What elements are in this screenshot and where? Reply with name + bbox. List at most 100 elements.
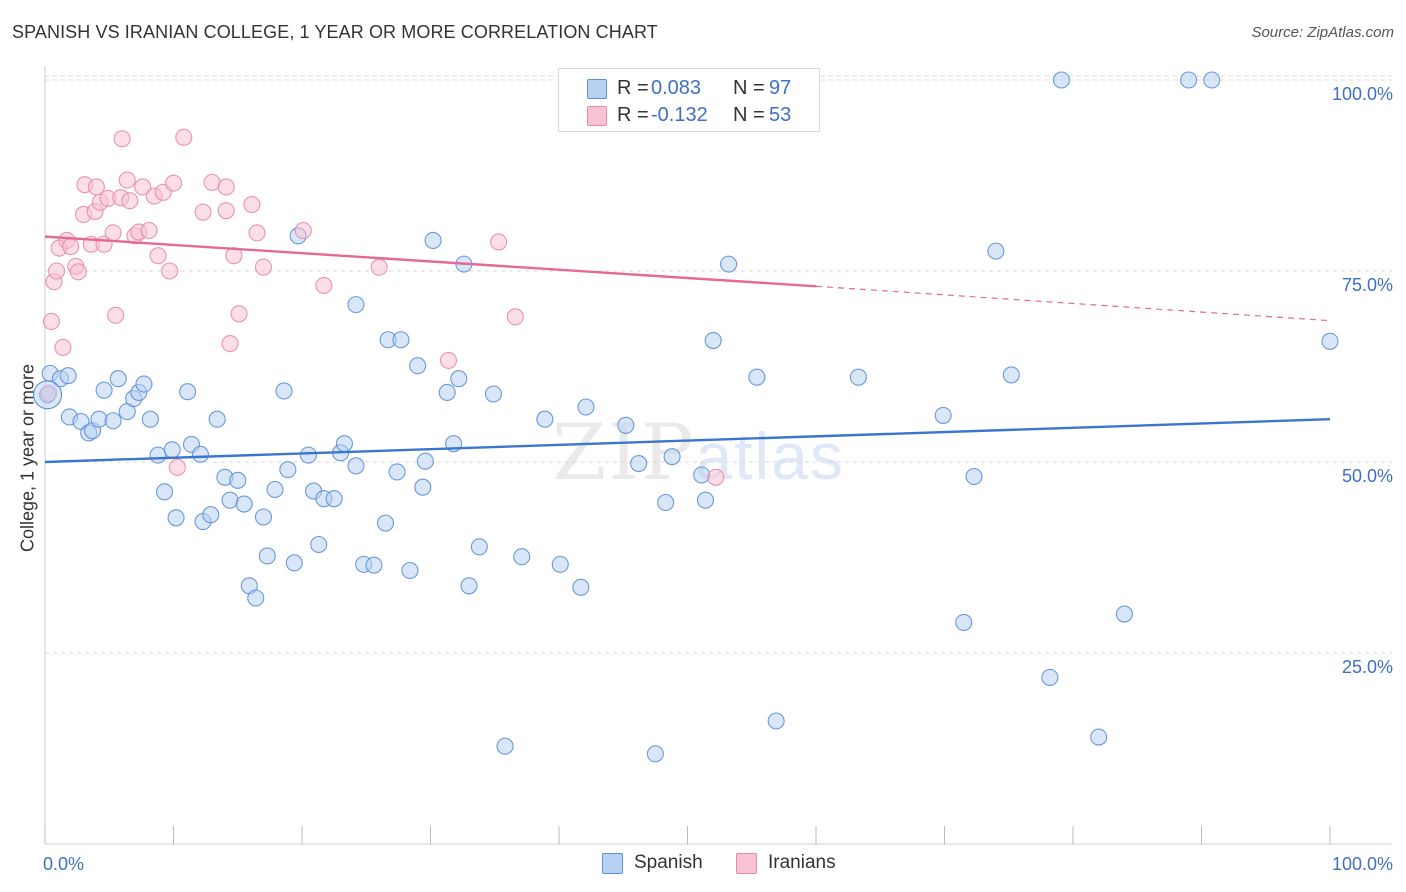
n-label: N =	[733, 77, 765, 99]
iranian-point	[168, 458, 186, 476]
iranian-point	[243, 195, 261, 214]
spanish-point	[1090, 728, 1108, 746]
iranian-point	[54, 338, 72, 356]
y-tick-label: 50.0%	[1342, 466, 1393, 486]
spanish-point	[365, 556, 383, 574]
spanish-point	[202, 506, 220, 524]
spanish-point	[275, 382, 293, 400]
spanish-point	[59, 367, 77, 385]
y-tick-label: 75.0%	[1342, 275, 1393, 295]
spanish-point	[414, 478, 432, 496]
spanish-point	[229, 471, 247, 489]
iranians-legend-label: Iranians	[768, 852, 836, 873]
tick-labels: 25.0% 50.0% 75.0% 100.0% 0.0% 100.0%	[43, 84, 1393, 874]
trend-lines	[44, 235, 1331, 464]
iranian-point	[121, 192, 139, 210]
r-label: R =	[617, 104, 649, 126]
spanish-point	[1115, 605, 1133, 623]
spanish-point	[310, 535, 328, 554]
r-label: R =	[617, 77, 649, 99]
spanish-point	[109, 370, 127, 388]
iranians-legend-swatch	[736, 853, 757, 874]
spanish-point	[1041, 668, 1059, 686]
spanish-point	[438, 383, 456, 402]
iranian-point	[439, 351, 458, 369]
spanish-point	[536, 410, 554, 428]
spanish-point	[663, 448, 681, 466]
iranian-point	[506, 308, 524, 326]
spanish-point	[720, 255, 738, 273]
spanish-point	[551, 555, 569, 573]
spanish-point	[95, 381, 113, 399]
spanish-point	[748, 368, 766, 386]
spanish-point	[513, 548, 531, 566]
iranians-r-value: -0.132	[651, 104, 708, 126]
spanish-point	[693, 466, 711, 484]
iranian-point	[48, 262, 66, 280]
spanish-point	[279, 461, 297, 479]
spanish-point	[401, 561, 419, 580]
iranians-n-value: 53	[769, 104, 792, 126]
chart-title: SPANISH VS IRANIAN COLLEGE, 1 YEAR OR MO…	[12, 22, 658, 42]
spanish-point	[1321, 332, 1339, 350]
spanish-point	[325, 490, 343, 508]
spanish-point	[987, 242, 1005, 260]
data-points	[33, 71, 1339, 763]
iranian-point	[118, 171, 136, 189]
spanish-point	[572, 578, 590, 596]
spanish-point	[1002, 366, 1020, 384]
spanish-point	[460, 577, 478, 595]
spanish-point	[470, 538, 488, 556]
spanish-point	[696, 491, 715, 509]
x-tick-label: 0.0%	[43, 854, 84, 874]
iranian-point	[69, 263, 87, 281]
spanish-point	[163, 441, 181, 459]
spanish-point	[617, 416, 635, 434]
iranian-point	[707, 468, 725, 486]
spanish-point	[285, 554, 303, 572]
spanish-point	[388, 463, 406, 481]
iranian-point	[62, 238, 80, 256]
iranian-trend-extension	[815, 285, 1331, 322]
iranian-point	[194, 203, 212, 221]
spanish-point	[221, 491, 239, 509]
n-label: N =	[733, 104, 765, 126]
spanish-point	[347, 296, 365, 314]
y-tick-label: 25.0%	[1342, 657, 1393, 677]
iranian-point	[140, 221, 158, 240]
spanish-point	[254, 508, 273, 526]
spanish-point	[657, 493, 675, 512]
spanish-point	[191, 445, 210, 463]
iranians-swatch	[587, 106, 607, 126]
iranian-trend-line	[44, 235, 817, 288]
iranian-point	[294, 221, 312, 240]
iranian-point	[134, 178, 152, 196]
spanish-point	[955, 613, 973, 631]
spanish-point	[376, 514, 395, 532]
axes	[44, 66, 1392, 845]
spanish-legend-label: Spanish	[634, 852, 703, 873]
iranian-point	[248, 224, 266, 242]
spanish-point	[416, 452, 434, 470]
stats-legend: R = 0.083 N = 97 R = -0.132 N = 53	[558, 68, 820, 132]
iranian-point	[315, 276, 333, 295]
gridlines	[45, 75, 1392, 654]
source-label: Source: ZipAtlas.com	[1251, 24, 1394, 41]
iranian-point	[164, 174, 183, 192]
spanish-point	[235, 495, 253, 513]
spanish-point	[90, 410, 108, 428]
spanish-point	[141, 410, 159, 428]
spanish-point	[424, 231, 442, 249]
spanish-point	[496, 737, 514, 755]
spanish-n-value: 97	[769, 77, 792, 99]
spanish-point	[135, 375, 153, 393]
spanish-point	[630, 454, 648, 473]
iranian-point	[107, 306, 125, 324]
spanish-point	[104, 412, 122, 430]
iranian-point	[203, 173, 221, 191]
spanish-point	[1052, 71, 1070, 89]
iranian-point	[230, 305, 248, 323]
spanish-point	[208, 410, 226, 428]
spanish-point	[849, 368, 867, 386]
iranian-point	[149, 247, 167, 265]
